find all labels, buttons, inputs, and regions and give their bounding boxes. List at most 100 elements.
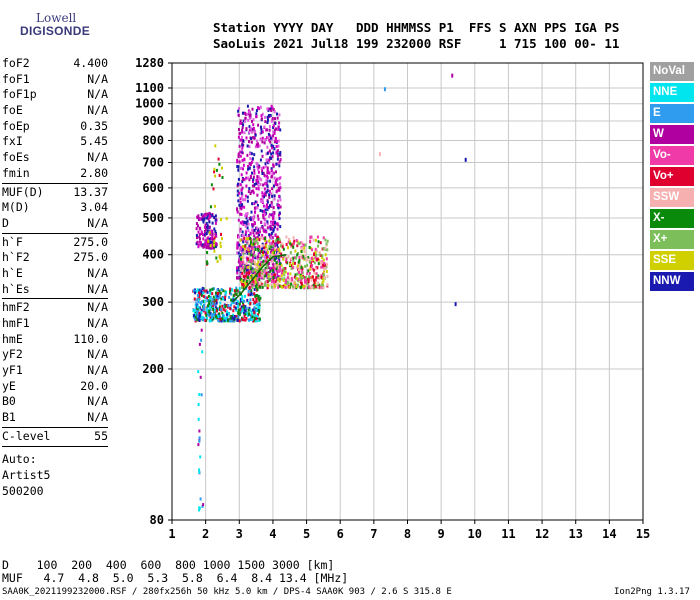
echo-point (314, 267, 317, 271)
echo-point (316, 235, 319, 239)
echo-point (277, 247, 280, 251)
echo-point (282, 271, 285, 275)
param-row: B1 N/A (2, 410, 108, 426)
echo-point (317, 262, 320, 266)
echo-point (257, 305, 260, 309)
echo-point (258, 254, 261, 258)
echo-point (215, 309, 218, 313)
echo-point (308, 275, 311, 279)
echo-point (326, 248, 329, 252)
echo-point (288, 237, 291, 241)
echo-point (251, 313, 254, 317)
echo-point (293, 286, 296, 290)
echo-point (247, 318, 250, 322)
echo-point (243, 275, 245, 278)
echo-point (219, 301, 222, 305)
echo-point (314, 250, 317, 254)
echo-point (247, 237, 250, 241)
echo-point (301, 285, 303, 289)
echo-point (201, 243, 204, 247)
echo-point (312, 238, 315, 242)
echo-point (259, 285, 262, 289)
echo-point (251, 171, 253, 175)
echo-point (305, 275, 308, 279)
param-value: N/A (87, 363, 108, 378)
echo-point (245, 214, 248, 218)
param-row: yE 20.0 (2, 379, 108, 395)
echo-point (252, 127, 255, 130)
echo-point (236, 158, 239, 162)
echo-point (257, 106, 259, 110)
param-separator (2, 426, 108, 428)
echo-point (320, 275, 323, 279)
echo-point (279, 176, 282, 179)
echo-point (244, 274, 247, 278)
echo-point (258, 230, 261, 234)
echo-point (217, 319, 220, 323)
legend-item-ssw: SSW (650, 188, 694, 207)
echo-point (208, 242, 211, 246)
echo-point (313, 281, 316, 285)
echo-point (279, 128, 282, 132)
echo-point (264, 191, 267, 195)
echo-point (261, 191, 264, 195)
echo-point (266, 189, 269, 193)
echo-point (194, 315, 197, 319)
echo-point (322, 286, 325, 290)
echo-point (203, 225, 206, 229)
echo-point (251, 223, 253, 226)
echo-point (245, 221, 247, 225)
echo-point (206, 229, 209, 233)
echo-point (268, 244, 271, 248)
echo-point (253, 292, 256, 296)
echo-point (257, 252, 260, 256)
echo-point (215, 316, 218, 320)
echo-point (213, 302, 216, 306)
echo-point (317, 274, 320, 278)
echo-point (276, 157, 279, 161)
echo-point (206, 237, 209, 241)
echo-point (211, 221, 214, 225)
echo-point (255, 308, 258, 312)
param-name: fmin (2, 165, 30, 180)
echo-point (260, 149, 263, 153)
echo-point (249, 308, 252, 312)
echo-point (275, 140, 278, 143)
echo-point (278, 182, 281, 186)
echo-point (247, 293, 250, 297)
echo-point (286, 282, 289, 286)
echo-point (262, 171, 265, 175)
echo-point (244, 305, 247, 309)
echo-point (245, 171, 248, 175)
param-name: C-level (2, 428, 51, 443)
echo-point (259, 132, 262, 136)
echo-point (322, 273, 325, 277)
echo-point (300, 282, 303, 285)
echo-point (303, 277, 306, 281)
echo-point (249, 318, 252, 322)
echo-point (239, 121, 242, 125)
echo-point (321, 254, 324, 258)
echo-point (238, 302, 241, 306)
echo-point (249, 152, 251, 156)
echo-point (275, 282, 278, 286)
echo-point (279, 151, 282, 154)
echo-point (203, 214, 206, 218)
echo-point (300, 274, 303, 278)
echo-point (239, 263, 242, 267)
echo-point (267, 136, 270, 140)
echo-point (315, 253, 318, 257)
echo-point (266, 107, 269, 111)
echo-point (250, 240, 252, 244)
echo-point (210, 236, 213, 240)
echo-point (235, 288, 238, 292)
echo-point (220, 218, 222, 222)
echo-point (201, 315, 204, 319)
echo-point (197, 370, 200, 374)
echo-point (248, 145, 251, 149)
echo-point (292, 236, 295, 240)
echo-point (278, 203, 281, 207)
echo-point (269, 156, 271, 160)
echo-point (251, 202, 254, 206)
echo-point (252, 123, 255, 127)
